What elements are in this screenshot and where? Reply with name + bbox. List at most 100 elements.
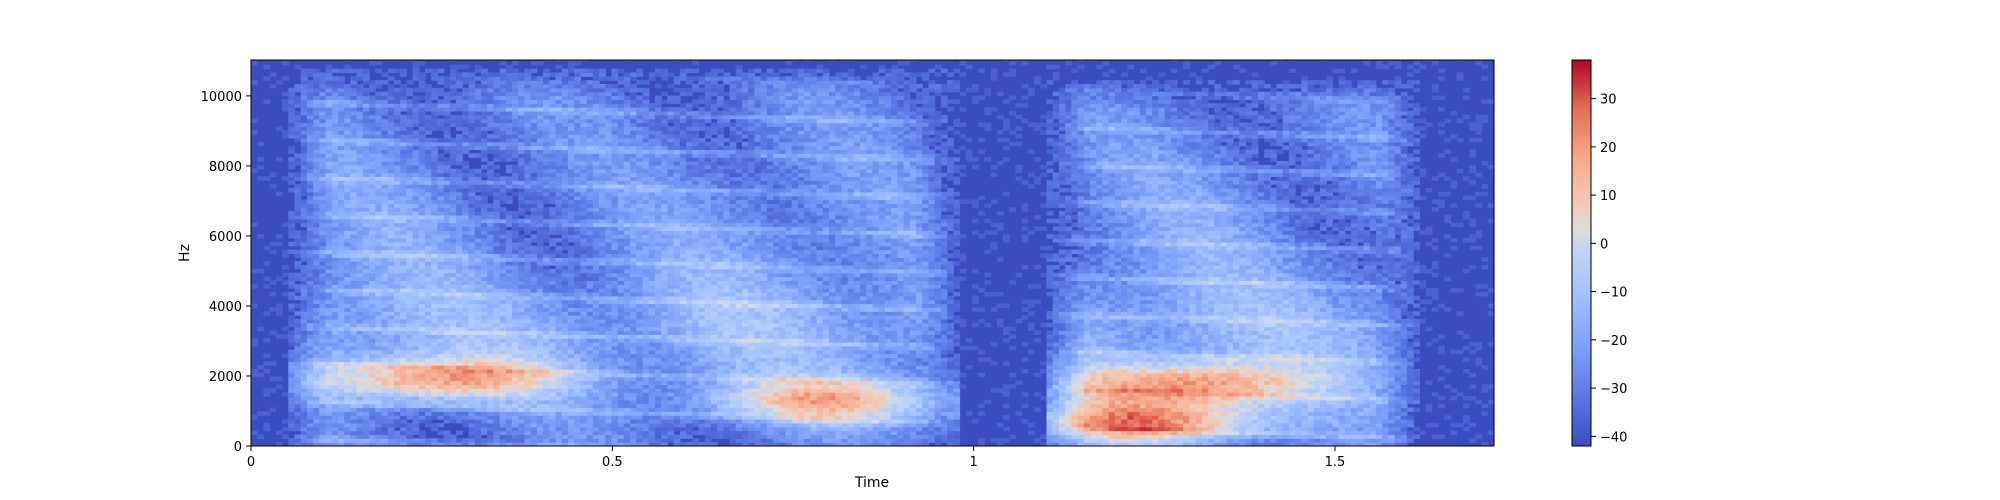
spectrogram-cell [524, 307, 531, 311]
spectrogram-cell [487, 373, 494, 377]
spectrogram-cell [338, 211, 345, 215]
spectrogram-cell [326, 196, 333, 200]
spectrogram-cell [288, 250, 295, 254]
spectrogram-cell [301, 72, 308, 76]
spectrogram-cell [587, 334, 594, 338]
spectrogram-cell [406, 388, 413, 392]
spectrogram-cell [413, 196, 420, 200]
spectrogram-cell [363, 99, 370, 103]
spectrogram-cell [562, 396, 569, 400]
spectrogram-cell [406, 126, 413, 130]
spectrogram-cell [450, 319, 457, 323]
spectrogram-cell [419, 169, 426, 173]
spectrogram-cell [394, 384, 401, 388]
spectrogram-cell [537, 123, 544, 127]
spectrogram-cell [425, 184, 432, 188]
spectrogram-cell [338, 400, 345, 404]
spectrogram-cell [518, 415, 525, 419]
spectrogram-cell [357, 392, 364, 396]
spectrogram-cell [295, 373, 302, 377]
spectrogram-cell [431, 111, 438, 115]
spectrogram-cell [369, 119, 376, 123]
spectrogram-cell [350, 184, 357, 188]
spectrogram-cell [524, 123, 531, 127]
spectrogram-cell [605, 381, 612, 385]
spectrogram-cell [568, 284, 575, 288]
spectrogram-cell [326, 350, 333, 354]
spectrogram-cell [543, 257, 550, 261]
spectrogram-cell [413, 300, 420, 304]
spectrogram-cell [375, 388, 382, 392]
spectrogram-cell [419, 173, 426, 177]
spectrogram-cell [506, 411, 513, 415]
spectrogram-cell [587, 261, 594, 265]
spectrogram-cell [456, 354, 463, 358]
spectrogram-cell [580, 138, 587, 142]
spectrogram-cell [338, 230, 345, 234]
spectrogram-cell [400, 169, 407, 173]
spectrogram-cell [307, 350, 314, 354]
spectrogram-cell [537, 400, 544, 404]
spectrogram-cell [357, 219, 364, 223]
spectrogram-cell [599, 123, 606, 127]
spectrogram-cell [469, 88, 476, 92]
spectrogram-cell [350, 327, 357, 331]
spectrogram-cell [587, 342, 594, 346]
spectrogram-cell [369, 161, 376, 165]
spectrogram-cell [425, 381, 432, 385]
spectrogram-cell [500, 107, 507, 111]
spectrogram-cell [543, 57, 550, 61]
spectrogram-cell [369, 176, 376, 180]
spectrogram-cell [450, 184, 457, 188]
spectrogram-cell [481, 230, 488, 234]
spectrogram-cell [431, 350, 438, 354]
spectrogram-cell [487, 253, 494, 257]
spectrogram-cell [605, 261, 612, 265]
spectrogram-cell [388, 265, 395, 269]
spectrogram-cell [556, 103, 563, 107]
spectrogram-cell [506, 273, 513, 277]
spectrogram-cell [419, 411, 426, 415]
spectrogram-cell [500, 400, 507, 404]
spectrogram-cell [568, 330, 575, 334]
spectrogram-cell [394, 165, 401, 169]
spectrogram-cell [295, 103, 302, 107]
spectrogram-cell [350, 388, 357, 392]
spectrogram-cell [580, 161, 587, 165]
spectrogram-cell [475, 153, 482, 157]
spectrogram-cell [587, 203, 594, 207]
spectrogram-cell [301, 292, 308, 296]
spectrogram-cell [487, 126, 494, 130]
spectrogram-cell [375, 330, 382, 334]
spectrogram-cell [568, 377, 575, 381]
spectrogram-cell [481, 392, 488, 396]
spectrogram-cell [313, 269, 320, 273]
spectrogram-cell [357, 246, 364, 250]
spectrogram-cell [593, 304, 600, 308]
spectrogram-cell [425, 361, 432, 365]
spectrogram-cell [493, 99, 500, 103]
spectrogram-cell [481, 99, 488, 103]
spectrogram-cell [524, 357, 531, 361]
spectrogram-cell [469, 377, 476, 381]
spectrogram-cell [326, 92, 333, 96]
spectrogram-cell [406, 99, 413, 103]
spectrogram-cell [574, 234, 581, 238]
spectrogram-cell [475, 92, 482, 96]
spectrogram-cell [425, 92, 432, 96]
spectrogram-cell [543, 419, 550, 423]
spectrogram-cell [556, 319, 563, 323]
spectrogram-cell [375, 192, 382, 196]
spectrogram-cell [282, 273, 289, 277]
spectrogram-cell [357, 288, 364, 292]
spectrogram-cell [338, 96, 345, 100]
spectrogram-cell [456, 80, 463, 84]
spectrogram-cell [338, 161, 345, 165]
spectrogram-cell [518, 88, 525, 92]
spectrogram-cell [431, 153, 438, 157]
spectrogram-cell [350, 304, 357, 308]
spectrogram-cell [444, 361, 451, 365]
spectrogram-cell [326, 211, 333, 215]
spectrogram-cell [562, 242, 569, 246]
spectrogram-cell [493, 153, 500, 157]
